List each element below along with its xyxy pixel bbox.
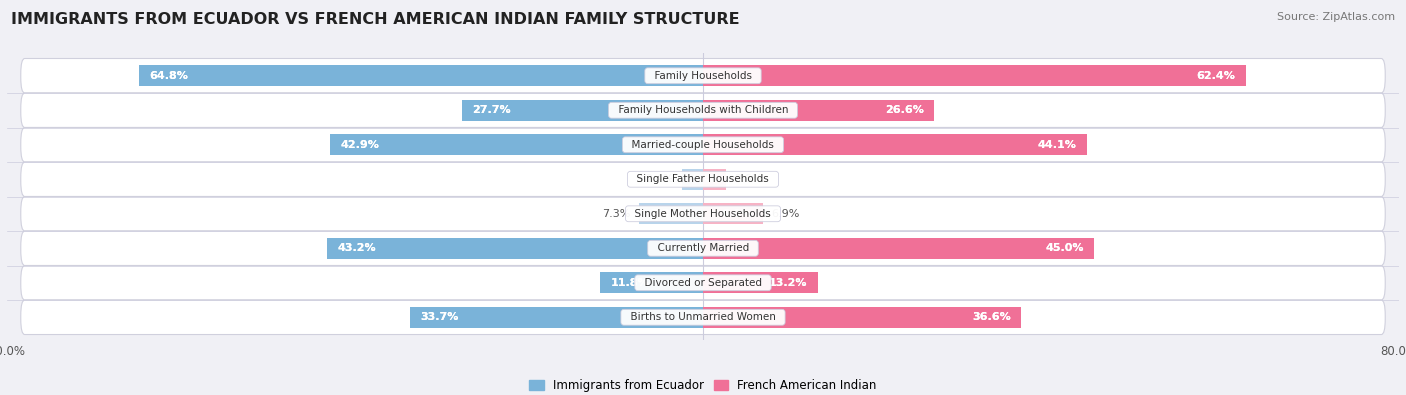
Text: 2.6%: 2.6%	[734, 174, 762, 184]
FancyBboxPatch shape	[21, 197, 1385, 231]
Bar	[682, 169, 703, 190]
Text: 11.8%: 11.8%	[610, 278, 650, 288]
Bar	[703, 100, 935, 121]
Text: 36.6%: 36.6%	[972, 312, 1011, 322]
Text: 45.0%: 45.0%	[1046, 243, 1084, 253]
Text: Married-couple Households: Married-couple Households	[626, 140, 780, 150]
Text: 33.7%: 33.7%	[420, 312, 458, 322]
FancyBboxPatch shape	[21, 58, 1385, 93]
Legend: Immigrants from Ecuador, French American Indian: Immigrants from Ecuador, French American…	[524, 374, 882, 395]
Bar	[463, 100, 703, 121]
Text: 44.1%: 44.1%	[1038, 140, 1076, 150]
Bar	[703, 272, 818, 293]
Bar	[703, 237, 1094, 259]
Text: 43.2%: 43.2%	[337, 243, 377, 253]
Text: Source: ZipAtlas.com: Source: ZipAtlas.com	[1277, 12, 1395, 22]
Text: 7.3%: 7.3%	[650, 209, 681, 219]
Bar	[600, 272, 703, 293]
Text: 64.8%: 64.8%	[149, 71, 188, 81]
Text: 43.2%: 43.2%	[337, 243, 377, 253]
Text: 62.4%: 62.4%	[1197, 71, 1236, 81]
Text: 42.9%: 42.9%	[340, 140, 380, 150]
Text: 33.7%: 33.7%	[420, 312, 458, 322]
Text: 27.7%: 27.7%	[472, 105, 512, 115]
Text: 44.1%: 44.1%	[1038, 140, 1076, 150]
Bar	[703, 169, 725, 190]
Bar	[409, 307, 703, 328]
Text: Family Households with Children: Family Households with Children	[612, 105, 794, 115]
Text: IMMIGRANTS FROM ECUADOR VS FRENCH AMERICAN INDIAN FAMILY STRUCTURE: IMMIGRANTS FROM ECUADOR VS FRENCH AMERIC…	[11, 12, 740, 27]
Text: 26.6%: 26.6%	[886, 105, 924, 115]
Text: Currently Married: Currently Married	[651, 243, 755, 253]
Text: 7.3%: 7.3%	[602, 209, 631, 219]
Text: 2.6%: 2.6%	[685, 174, 716, 184]
Text: 6.9%: 6.9%	[772, 209, 800, 219]
Bar	[328, 237, 703, 259]
FancyBboxPatch shape	[21, 162, 1385, 197]
Text: 13.2%: 13.2%	[769, 278, 807, 288]
Text: 36.6%: 36.6%	[972, 312, 1011, 322]
Text: 45.0%: 45.0%	[1046, 243, 1084, 253]
FancyBboxPatch shape	[21, 300, 1385, 335]
Bar	[703, 203, 763, 224]
Text: 27.7%: 27.7%	[472, 105, 512, 115]
Bar	[640, 203, 703, 224]
Text: 2.4%: 2.4%	[645, 174, 673, 184]
Text: Single Father Households: Single Father Households	[630, 174, 776, 184]
Text: Births to Unmarried Women: Births to Unmarried Women	[624, 312, 782, 322]
Text: 42.9%: 42.9%	[340, 140, 380, 150]
Text: Divorced or Separated: Divorced or Separated	[638, 278, 768, 288]
Text: 26.6%: 26.6%	[886, 105, 924, 115]
Text: Family Households: Family Households	[648, 71, 758, 81]
Bar	[330, 134, 703, 156]
Text: 2.4%: 2.4%	[693, 174, 724, 184]
Text: Single Mother Households: Single Mother Households	[628, 209, 778, 219]
Text: 11.8%: 11.8%	[610, 278, 650, 288]
FancyBboxPatch shape	[21, 128, 1385, 162]
FancyBboxPatch shape	[21, 93, 1385, 128]
Text: 62.4%: 62.4%	[1197, 71, 1236, 81]
Bar	[703, 134, 1087, 156]
Bar	[703, 307, 1021, 328]
Text: 6.9%: 6.9%	[721, 209, 752, 219]
FancyBboxPatch shape	[21, 231, 1385, 265]
Bar	[703, 65, 1246, 87]
Text: 13.2%: 13.2%	[769, 278, 807, 288]
Bar	[139, 65, 703, 87]
FancyBboxPatch shape	[21, 265, 1385, 300]
Text: 64.8%: 64.8%	[149, 71, 188, 81]
